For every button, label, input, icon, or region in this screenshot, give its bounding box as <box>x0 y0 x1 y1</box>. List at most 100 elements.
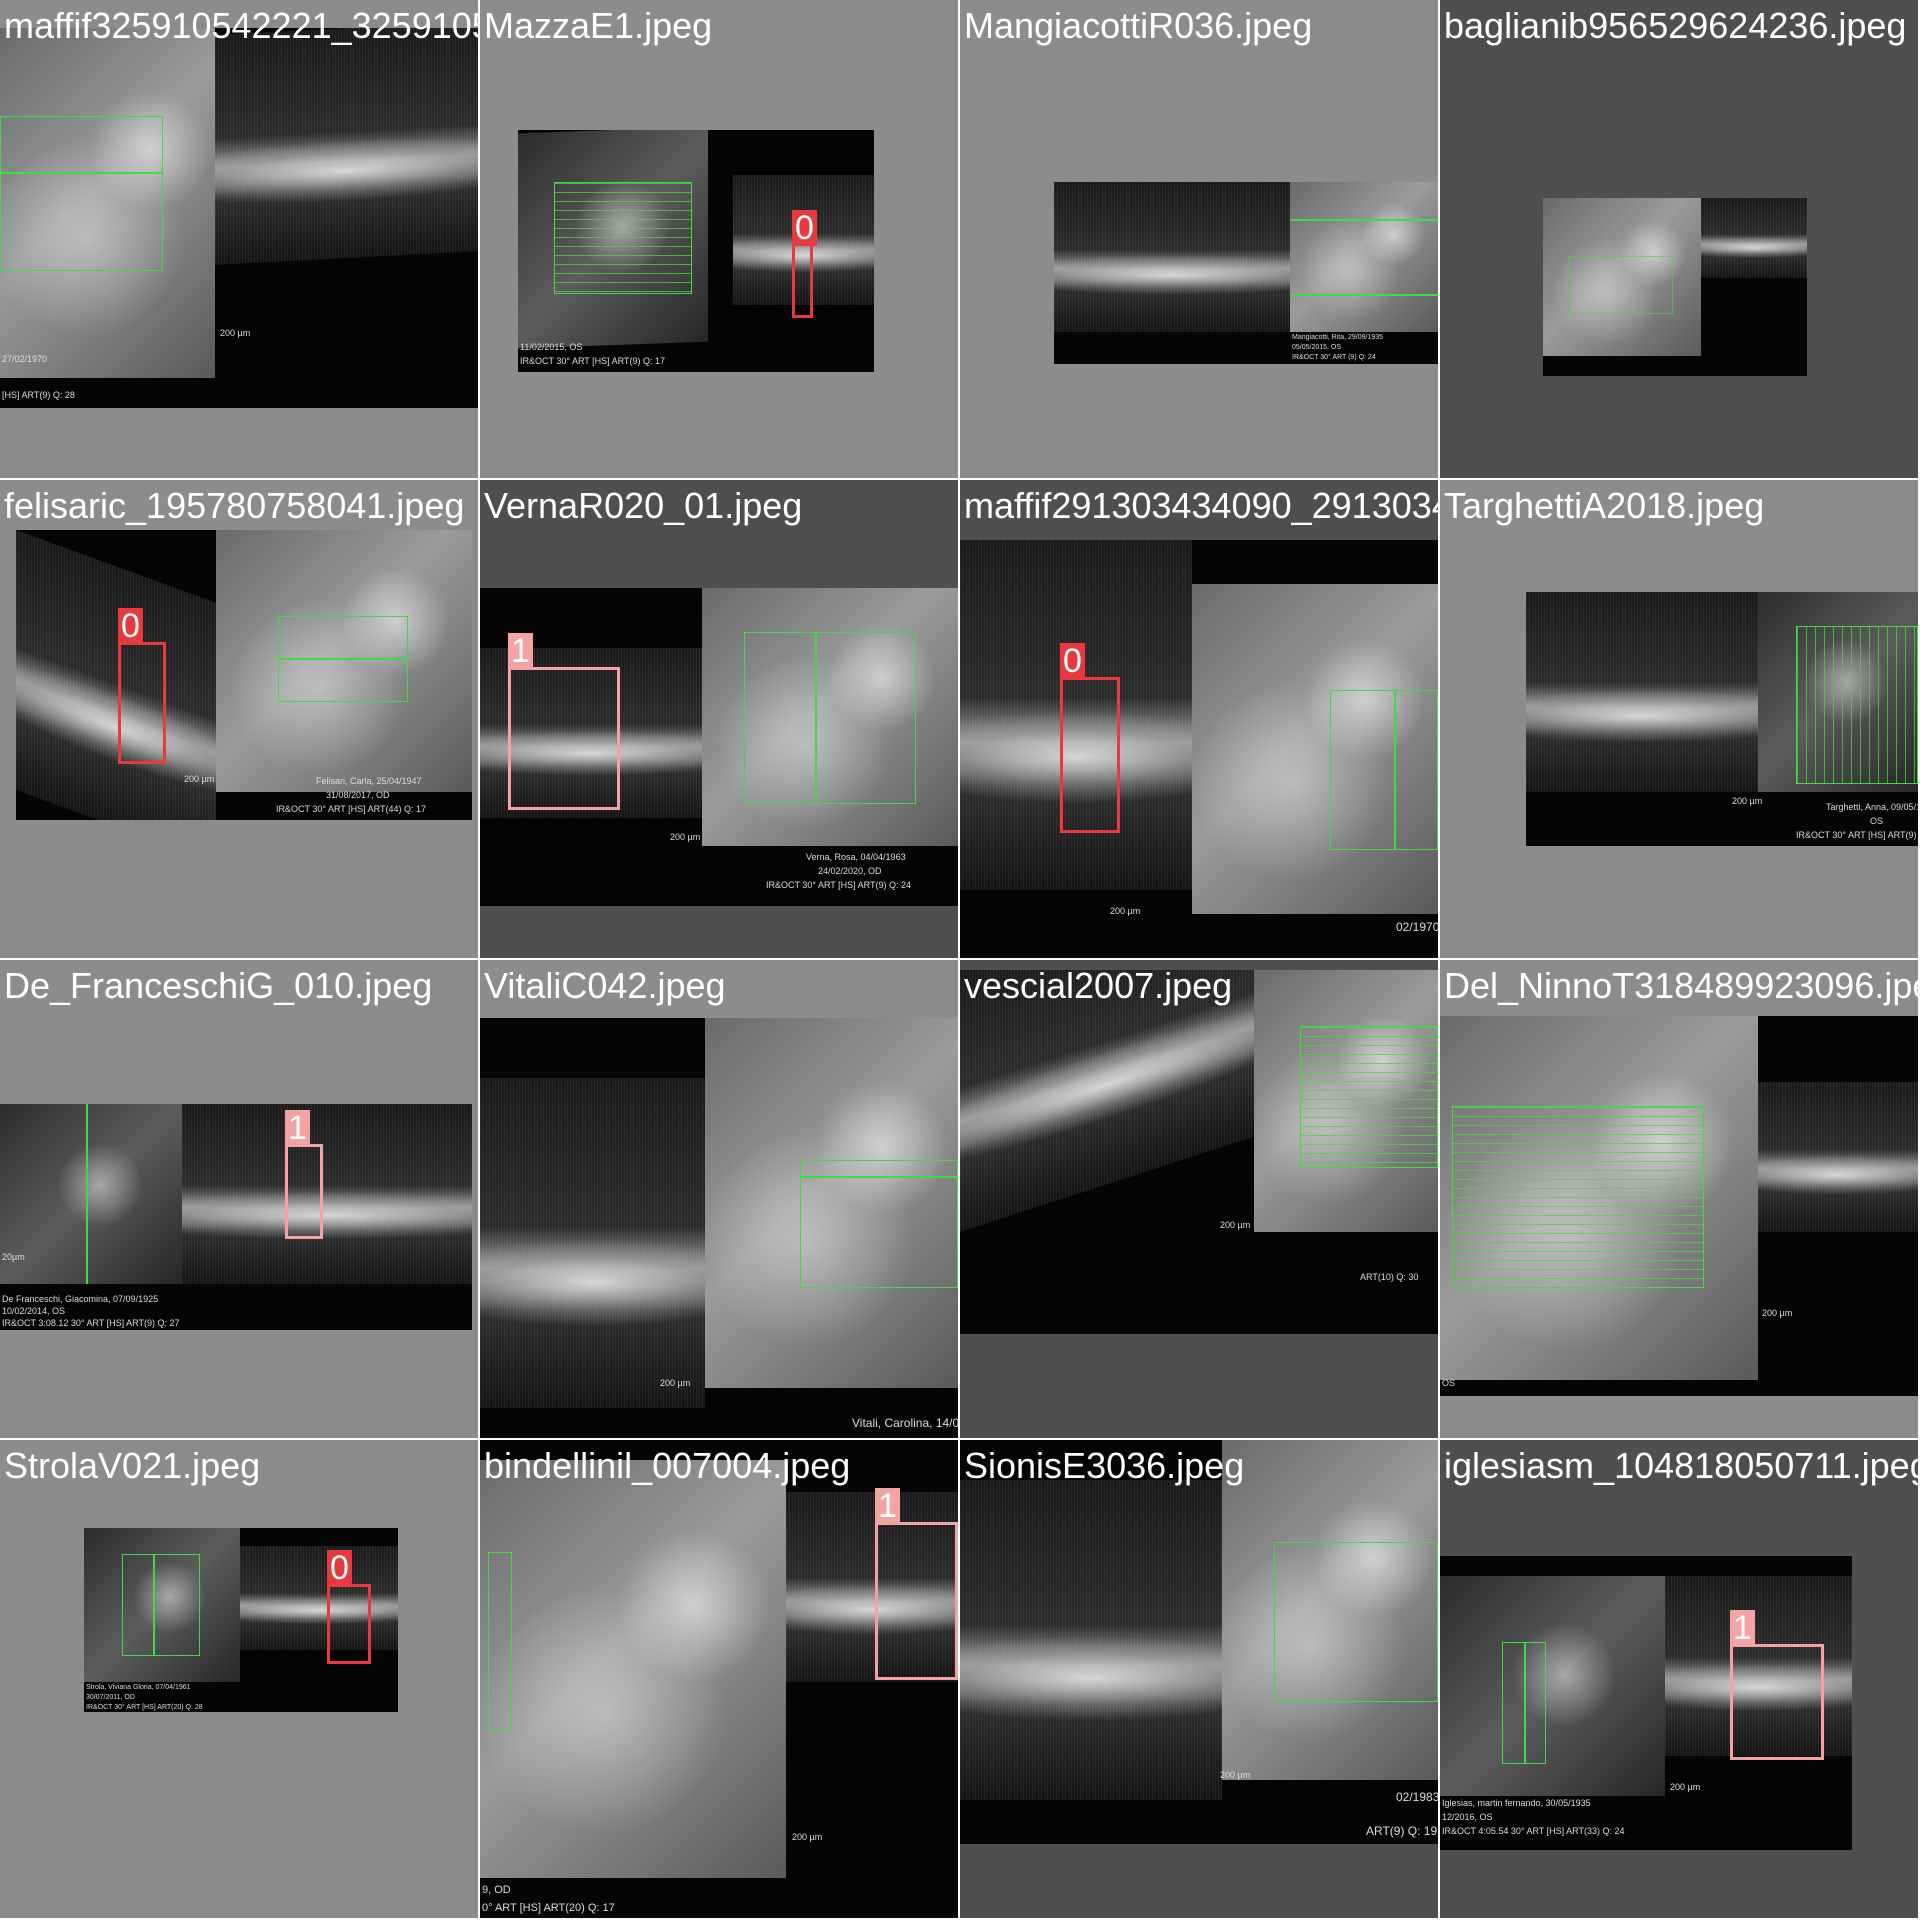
scale-bar-label: 200 µm <box>792 1832 823 1842</box>
fundus-image <box>216 530 472 792</box>
scan-area-marker <box>554 182 692 294</box>
image-tile[interactable]: Strola, Viviana Gloria, 07/04/1961 30/07… <box>0 1440 478 1918</box>
scan-line-marker <box>0 172 163 174</box>
scan-line-marker <box>1290 294 1438 296</box>
patient-info: Felisari, Carla, 25/04/1947 <box>316 776 422 786</box>
scan-date: 02/1970 <box>1396 920 1438 934</box>
grid-divider <box>478 0 480 1920</box>
oct-scan-image: 200 µm Vitali, Carolina, 14/03/1935 <box>480 1018 958 1438</box>
oct-scan-image: 200 µm Verna, Rosa, 04/04/1963 24/02/202… <box>480 588 958 906</box>
oct-scan-image: 200 µm Targhetti, Anna, 09/05/1947 OS IR… <box>1526 592 1918 846</box>
patient-info: Verna, Rosa, 04/04/1963 <box>806 852 906 862</box>
detection-label: 0 <box>792 210 817 246</box>
image-filename: VernaR020_01.jpeg <box>484 485 803 526</box>
scale-bar-label: 200 µm <box>220 328 251 338</box>
image-filename: TarghettiA2018.jpeg <box>1444 485 1765 526</box>
scale-bar-label: 200 µm <box>660 1378 691 1388</box>
scan-area-marker <box>744 632 916 804</box>
grid-divider <box>0 958 1920 960</box>
detection-box-class-1 <box>285 1144 323 1239</box>
image-tile[interactable]: 200 µm Vitali, Carolina, 14/03/1935 Vita… <box>480 960 958 1438</box>
scan-date: 10/02/2014, OS <box>2 1306 66 1316</box>
fundus-image <box>1543 198 1701 356</box>
oct-bscan <box>215 28 478 265</box>
scan-settings: IR&OCT 30° ART (9) Q: 24 <box>1292 354 1376 361</box>
scan-settings: [HS] ART(9) Q: 28 <box>2 390 75 400</box>
scale-bar-label: 200 µm <box>1732 796 1763 806</box>
scan-date: 9, OD <box>482 1884 511 1896</box>
scan-settings: ART(10) Q: 30 <box>1360 1272 1419 1282</box>
image-filename: MazzaE1.jpeg <box>484 5 713 46</box>
image-filename: baglianib956529624236.jpeg <box>1444 5 1907 46</box>
detection-label: 1 <box>1730 1610 1755 1646</box>
scan-line-marker <box>815 632 817 804</box>
detection-box-class-1 <box>508 667 620 810</box>
detection-box-class-1 <box>875 1522 958 1680</box>
detection-box-class-0 <box>1060 677 1120 833</box>
detection-label: 0 <box>327 1550 352 1586</box>
image-filename: bindellinil_007004.jpeg <box>484 1445 851 1486</box>
scan-area-marker <box>122 1554 200 1656</box>
scan-area-marker <box>800 1160 958 1288</box>
oct-bscan <box>1054 182 1290 332</box>
fundus-image <box>705 1018 958 1388</box>
scan-area-marker <box>1274 1542 1438 1702</box>
image-tile[interactable]: Mangiacotti, Rita, 29/09/1935 05/05/2015… <box>960 0 1438 478</box>
image-filename: VitaliC042.jpeg <box>484 965 726 1006</box>
patient-info: Strola, Viviana Gloria, 07/04/1961 <box>86 1684 191 1691</box>
patient-info: Iglesias, martin fernando, 30/05/1935 <box>1442 1798 1591 1808</box>
detection-box-class-0 <box>327 1584 371 1664</box>
oct-scan-image: 200 µm 27/02/1970 [HS] ART(9) Q: 28 <box>0 28 478 408</box>
scan-date: 05/05/2015, OS <box>1292 344 1342 351</box>
image-tile[interactable]: 200 µm Verna, Rosa, 04/04/1963 24/02/202… <box>480 480 958 958</box>
scan-date: OS <box>1870 816 1884 826</box>
oct-scan-image: 200 µm Iglesias, martin fernando, 30/05/… <box>1440 1556 1852 1850</box>
scan-settings: IR&OCT 30° ART [HS] ART(44) Q: 17 <box>276 804 426 814</box>
detection-label: 0 <box>118 608 143 644</box>
image-tile[interactable]: 200 µm OS Del_NinnoT318489923096.jpeg <box>1440 960 1918 1438</box>
image-tile[interactable]: 200 µm 02/1970 0 maffif291303434090_2913… <box>960 480 1438 958</box>
image-filename: MangiacottiR036.jpeg <box>964 5 1313 46</box>
image-tile[interactable]: 200 µm ART(10) Q: 30 vescial2007.jpeg <box>960 960 1438 1438</box>
scan-line-marker <box>278 658 408 660</box>
detection-label: 1 <box>875 1488 900 1524</box>
grid-divider <box>958 0 960 1920</box>
scale-bar-label: 200 µm <box>1762 1308 1793 1318</box>
image-filename: vescial2007.jpeg <box>964 965 1233 1006</box>
oct-scan-image: 200 µm ART(10) Q: 30 <box>960 970 1438 1334</box>
patient-info: Vitali, Carolina, 14/03/1935 <box>852 1416 958 1430</box>
image-tile[interactable]: baglianib956529624236.jpeg <box>1440 0 1918 478</box>
image-tile[interactable]: 20µm De Franceschi, Giacomina, 07/09/192… <box>0 960 478 1438</box>
scan-line-marker <box>86 1104 88 1284</box>
detection-label: 1 <box>508 633 533 669</box>
image-filename: StrolaV021.jpeg <box>4 1445 261 1486</box>
fundus-image <box>1192 584 1438 914</box>
oct-bscan <box>960 1480 1222 1800</box>
image-filename: SionisE3036.jpeg <box>964 1445 1245 1486</box>
oct-scan-image: 200 µm 02/1970 <box>960 540 1438 958</box>
image-tile[interactable]: 200 µm 9, OD 0° ART [HS] ART(20) Q: 17 1… <box>480 1440 958 1918</box>
fundus-image <box>1290 182 1438 332</box>
grid-divider <box>0 1438 1920 1440</box>
oct-bscan <box>480 1078 705 1408</box>
scale-bar-label: 200 µm <box>670 832 701 842</box>
image-tile[interactable]: 11/02/2015, OS IR&OCT 30° ART [HS] ART(9… <box>480 0 958 478</box>
oct-bscan <box>1758 1082 1918 1232</box>
image-filename: De_FranceschiG_010.jpeg <box>4 965 433 1006</box>
scan-settings: IR&OCT 30° ART [HS] ART(20) Q: 28 <box>86 1704 203 1711</box>
image-tile[interactable]: 200 µm Targhetti, Anna, 09/05/1947 OS IR… <box>1440 480 1918 958</box>
scan-area-marker <box>1796 626 1918 784</box>
image-tile[interactable]: 200 µm Iglesias, martin fernando, 30/05/… <box>1440 1440 1918 1918</box>
image-tile[interactable]: 200 µm 27/02/1970 [HS] ART(9) Q: 28 maff… <box>0 0 478 478</box>
detection-label: 0 <box>1060 643 1085 679</box>
oct-scan-image: 20µm De Franceschi, Giacomina, 07/09/192… <box>0 1104 472 1330</box>
scan-date: 30/07/2011, OD <box>86 1694 135 1701</box>
scan-date: 27/02/1970 <box>2 354 48 364</box>
oct-bscan <box>960 970 1254 1232</box>
oct-bscan <box>1701 198 1807 278</box>
scan-date: 12/2016, OS <box>1442 1812 1493 1822</box>
image-tile[interactable]: 200 µm Felisari, Carla, 25/04/1947 31/08… <box>0 480 478 958</box>
image-tile[interactable]: 200 µm 02/1983 ART(9) Q: 19 SionisE3036.… <box>960 1440 1438 1918</box>
scan-area-marker <box>1300 1026 1438 1168</box>
scan-area-marker <box>0 116 163 271</box>
